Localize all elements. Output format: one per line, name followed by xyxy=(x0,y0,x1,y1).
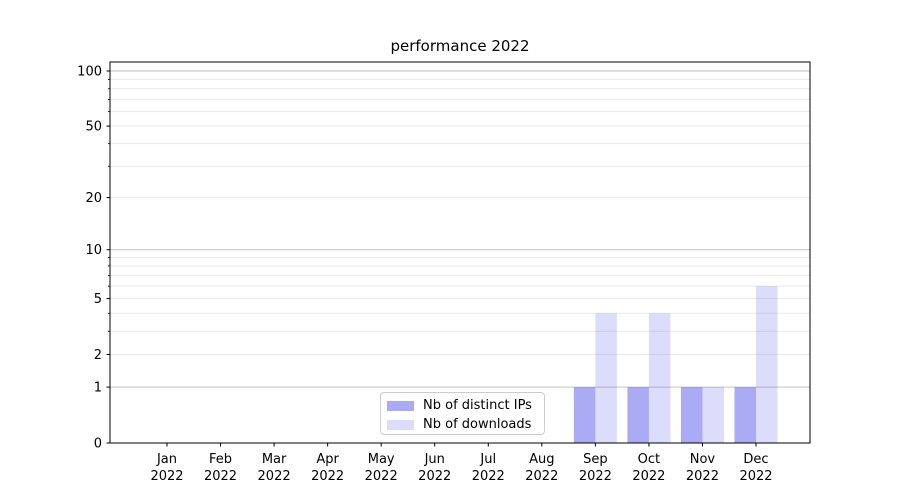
legend-label-distinct-ips: Nb of distinct IPs xyxy=(423,398,532,413)
x-tick-label: Mar 2022 xyxy=(258,452,291,484)
y-tick-label: 2 xyxy=(94,348,102,363)
y-tick-label: 100 xyxy=(77,65,102,80)
legend: Nb of distinct IPs Nb of downloads xyxy=(380,392,545,435)
bar-distinct-ips xyxy=(734,387,756,443)
x-tick-label: May 2022 xyxy=(365,452,398,484)
x-tick-label: Sep 2022 xyxy=(579,452,612,484)
bar-distinct-ips xyxy=(627,387,649,443)
y-tick-label: 0 xyxy=(94,437,102,452)
x-tick-label: Apr 2022 xyxy=(311,452,344,484)
y-tick-label: 50 xyxy=(85,120,102,135)
chart-title: performance 2022 xyxy=(390,37,530,55)
bar-distinct-ips xyxy=(573,387,596,443)
x-tick-label: Aug 2022 xyxy=(525,452,558,484)
legend-item-distinct-ips: Nb of distinct IPs xyxy=(387,396,544,415)
legend-label-downloads: Nb of downloads xyxy=(423,417,532,432)
legend-swatch-downloads xyxy=(387,419,414,430)
legend-item-downloads: Nb of downloads xyxy=(387,415,544,434)
x-tick-label: Feb 2022 xyxy=(204,452,237,484)
x-tick-label: Jan 2022 xyxy=(150,452,183,484)
y-tick-label: 20 xyxy=(85,191,102,206)
bar-downloads xyxy=(648,313,671,443)
bar-distinct-ips xyxy=(680,387,703,443)
x-tick-label: Nov 2022 xyxy=(686,452,719,484)
bar-downloads xyxy=(755,286,778,443)
x-tick-label: Oct 2022 xyxy=(632,452,665,484)
x-tick-label: Dec 2022 xyxy=(739,452,772,484)
y-tick-label: 5 xyxy=(94,292,102,307)
y-tick-label: 10 xyxy=(85,243,102,258)
x-tick-label: Jul 2022 xyxy=(472,452,505,484)
y-tick-label: 1 xyxy=(94,381,102,396)
bar-downloads xyxy=(702,387,724,443)
x-tick-label: Jun 2022 xyxy=(418,452,451,484)
legend-swatch-distinct-ips xyxy=(387,400,414,411)
bar-downloads xyxy=(595,313,617,443)
axes-spines xyxy=(109,61,811,444)
